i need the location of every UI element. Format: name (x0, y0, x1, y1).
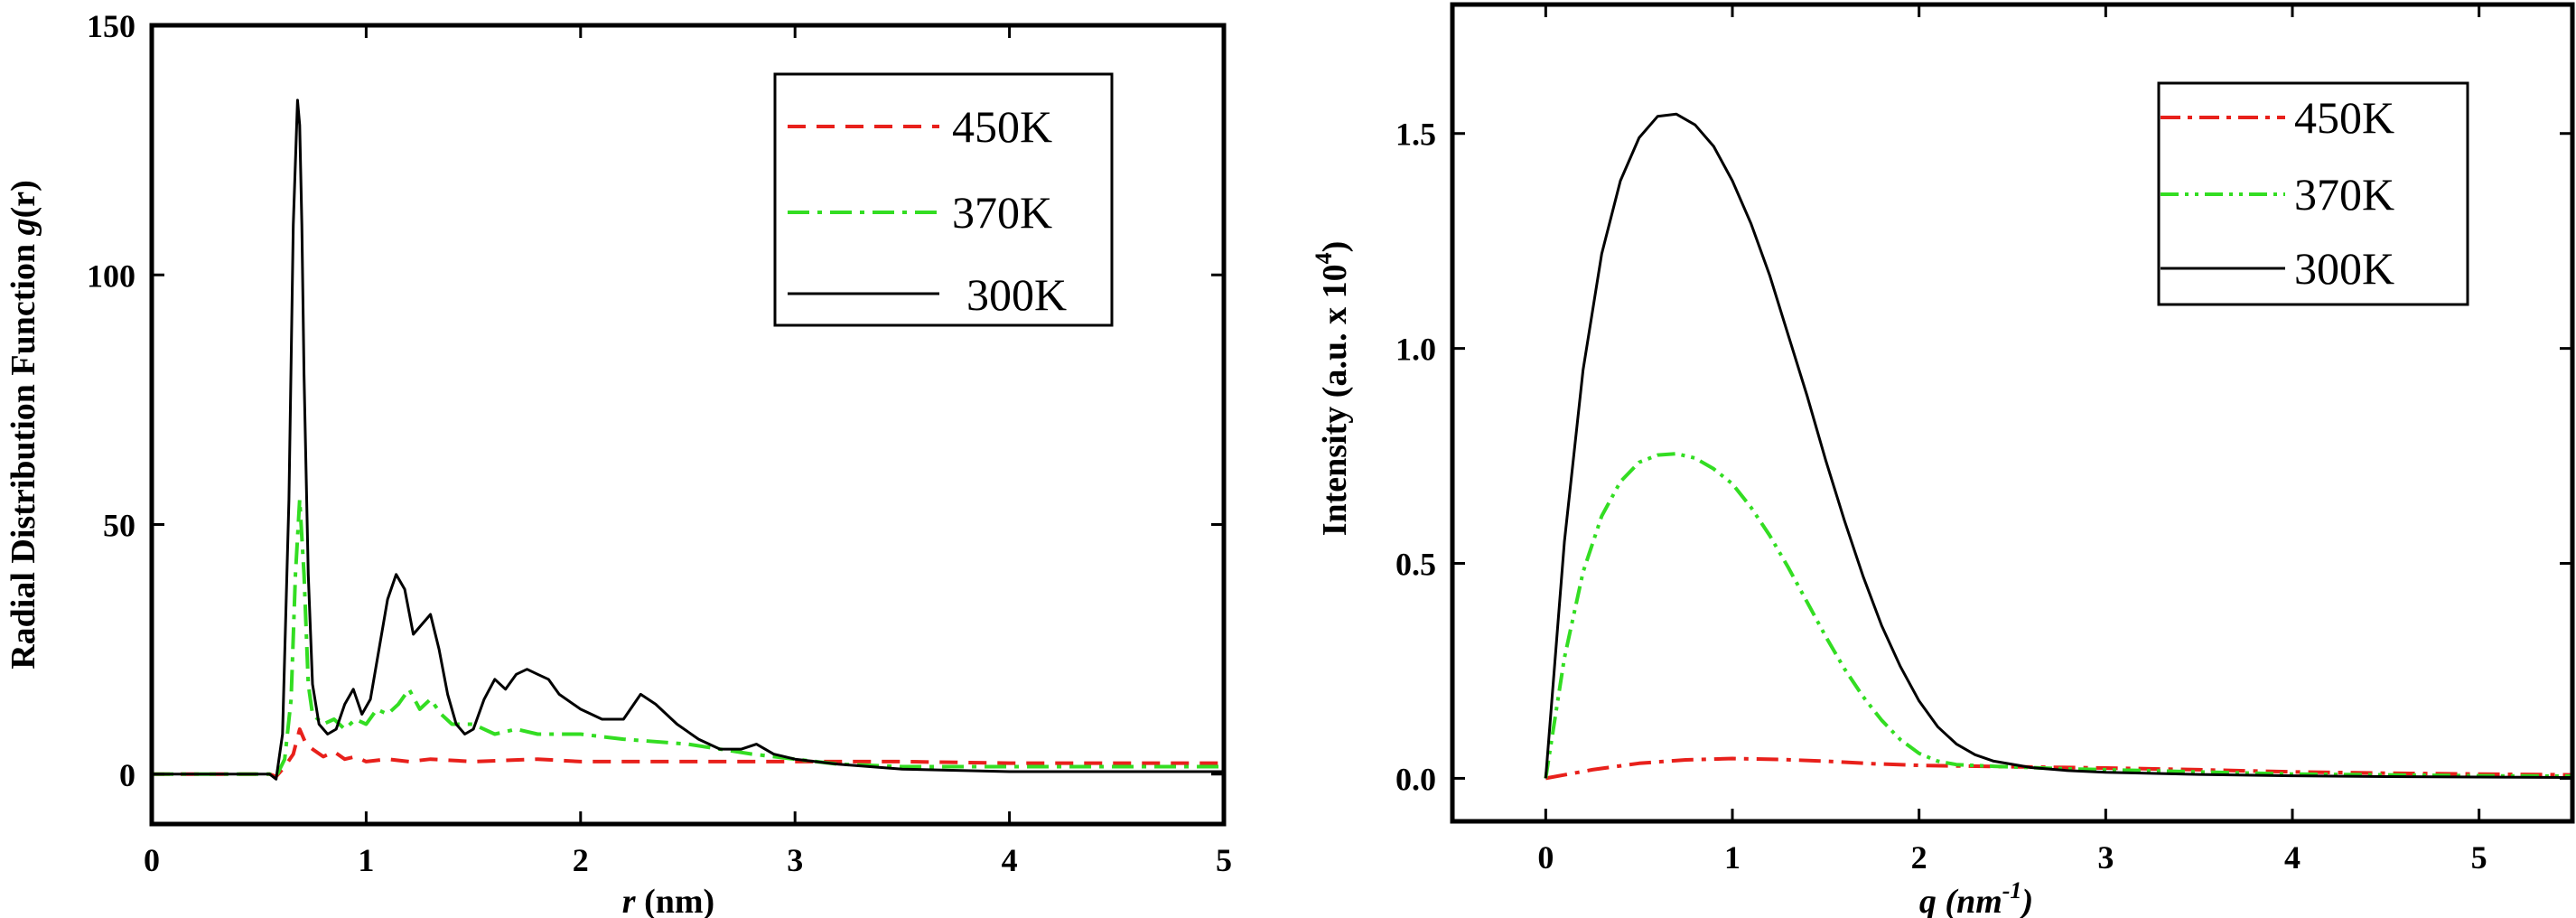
rdf-x-axis-title: r (nm) (622, 883, 714, 918)
rdf-y-tick-label: 150 (87, 8, 135, 44)
intensity-legend-label-300K: 300K (2294, 243, 2394, 294)
rdf-legend-label-450K: 450K (952, 101, 1052, 152)
rdf-y-tick-label: 50 (103, 508, 135, 544)
intensity-y-tick-label: 1.5 (1395, 117, 1436, 153)
rdf-x-tick-label: 1 (358, 842, 374, 878)
rdf-plot-frame (149, 23, 1227, 827)
rdf-legend-label-300K: 300K (966, 269, 1067, 320)
rdf-x-tick-label: 2 (573, 842, 589, 878)
intensity-y-axis-text: Intensity (a.u. x 10 (1316, 264, 1354, 536)
rdf-x-ticks: 0 1 2 3 4 5 (144, 25, 1232, 878)
rdf-legend: 450K 370K 300K (773, 72, 1114, 327)
intensity-x-axis-sup: -1 (2002, 877, 2022, 904)
rdf-chart: 0 1 2 3 4 5 0 50 100 150 r (nm) Radial Distribut… (5, 8, 1232, 918)
rdf-x-tick-label: 3 (787, 842, 803, 878)
rdf-x-tick-label: 0 (144, 842, 160, 878)
intensity-y-tick-label: 0.0 (1395, 761, 1436, 797)
intensity-series-370K (1544, 452, 2573, 779)
intensity-x-axis-var: q (1919, 883, 1937, 918)
rdf-y-axis-var: g (5, 218, 42, 236)
rdf-y-tick-label: 0 (119, 757, 135, 793)
rdf-y-axis-suffix: (r) (5, 180, 42, 218)
rdf-x-tick-label: 4 (1002, 842, 1018, 878)
intensity-y-tick-label: 1.0 (1395, 332, 1436, 368)
rdf-y-ticks: 0 50 100 150 (87, 8, 1224, 793)
intensity-series-300K (1544, 112, 2573, 779)
rdf-series-450K (152, 727, 1224, 779)
intensity-chart: 0 1 2 3 4 5 0.0 0.5 1.0 1.5 q (nm-1) Intensity (… (1311, 2, 2575, 918)
rdf-series-300K (152, 98, 1224, 781)
intensity-legend: 450K 370K 300K (2157, 81, 2469, 306)
intensity-x-tick-label: 3 (2097, 839, 2114, 876)
intensity-y-ticks: 0.0 0.5 1.0 1.5 (1395, 117, 2572, 797)
rdf-legend-label-370K: 370K (952, 187, 1052, 238)
intensity-y-axis-close: ) (1316, 241, 1354, 253)
rdf-x-tick-label: 5 (1216, 842, 1232, 878)
rdf-series-370K (152, 497, 1224, 779)
intensity-legend-label-370K: 370K (2294, 169, 2394, 220)
intensity-y-axis-sup: 4 (1311, 252, 1337, 264)
intensity-x-ticks: 0 1 2 3 4 5 (1537, 5, 2487, 876)
intensity-x-tick-label: 2 (1911, 839, 1927, 876)
intensity-x-tick-label: 5 (2471, 839, 2487, 876)
intensity-x-tick-label: 0 (1537, 839, 1554, 876)
rdf-y-axis-title: Radial Distribution Function g(r) (5, 180, 42, 670)
intensity-y-axis-title: Intensity (a.u. x 104) (1311, 241, 1354, 537)
intensity-series-group (1544, 112, 2573, 781)
intensity-plot-frame (1450, 2, 2575, 824)
intensity-x-tick-label: 1 (1724, 839, 1741, 876)
intensity-series-450K (1545, 756, 2573, 781)
rdf-y-axis-prefix: Radial Distribution Function (5, 235, 42, 669)
intensity-x-axis-unit: nm (1956, 883, 2002, 918)
rdf-series-group (152, 98, 1224, 781)
intensity-x-tick-label: 4 (2284, 839, 2301, 876)
rdf-y-tick-label: 100 (87, 258, 135, 294)
intensity-legend-label-450K: 450K (2294, 92, 2394, 143)
intensity-y-tick-label: 0.5 (1395, 547, 1436, 583)
rdf-legend-box (773, 72, 1114, 327)
rdf-x-axis-var: r (622, 883, 637, 918)
rdf-x-axis-unit: (nm) (636, 883, 715, 918)
intensity-x-axis-title: q (nm-1) (1919, 877, 2033, 918)
